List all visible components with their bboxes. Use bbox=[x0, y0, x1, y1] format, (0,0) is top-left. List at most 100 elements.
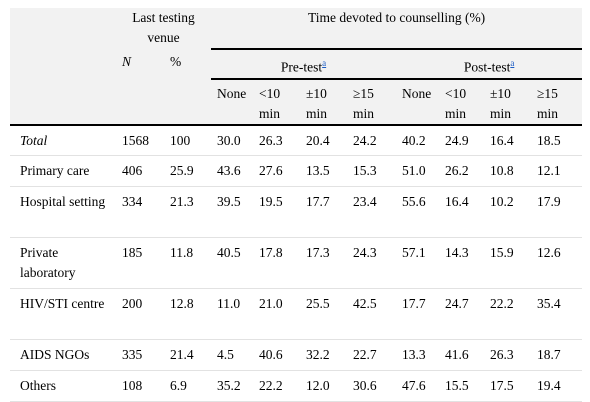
cell-pre-ge15: 24.2 bbox=[347, 124, 397, 156]
cell-pre-lt10: 26.3 bbox=[253, 124, 301, 156]
cell-post-lt10: 26.2 bbox=[439, 155, 485, 187]
cell-pre-lt10: 40.6 bbox=[253, 339, 301, 371]
pre-test-header: Pre-testa bbox=[211, 49, 397, 80]
cell-pre-ge15: 15.3 bbox=[347, 155, 397, 187]
cell-pre-pm10: 12.0 bbox=[300, 370, 348, 402]
row-label: AIDS NGOs bbox=[10, 339, 116, 371]
pre-none-header: None bbox=[211, 78, 254, 126]
cell-post-pm10: 15.9 bbox=[484, 237, 532, 289]
cell-post-lt10: 15.5 bbox=[439, 370, 485, 402]
cell-pre-lt10: 19.5 bbox=[253, 186, 301, 238]
cell-post-lt10: 16.4 bbox=[439, 186, 485, 238]
cell-pct: 11.8 bbox=[164, 237, 212, 289]
cell-pre-pm10: 20.4 bbox=[300, 124, 348, 156]
cell-post-ge15: 12.6 bbox=[531, 237, 583, 289]
cell-pre-lt10: 21.0 bbox=[253, 288, 301, 340]
cell-pre-ge15: 23.4 bbox=[347, 186, 397, 238]
cell-pre-none: 4.5 bbox=[211, 339, 254, 371]
time-header: Time devoted to counselling (%) bbox=[211, 8, 583, 50]
cell-post-lt10: 14.3 bbox=[439, 237, 485, 289]
cell-pre-ge15: 42.5 bbox=[347, 288, 397, 340]
post-lt10-header: <10 min bbox=[439, 78, 485, 126]
post-test-header: Post-testa bbox=[396, 49, 583, 80]
cell-pre-none: 11.0 bbox=[211, 288, 254, 340]
cell-pre-ge15: 22.7 bbox=[347, 339, 397, 371]
cell-pre-none: 35.2 bbox=[211, 370, 254, 402]
cell-post-ge15: 12.1 bbox=[531, 155, 583, 187]
row-label: Total bbox=[10, 124, 116, 156]
pre-lt10-header: <10 min bbox=[253, 78, 301, 126]
cell-n: 406 bbox=[116, 155, 164, 187]
cell-post-pm10: 10.8 bbox=[484, 155, 532, 187]
cell-post-none: 17.7 bbox=[396, 288, 440, 340]
cell-post-pm10: 22.2 bbox=[484, 288, 532, 340]
post-test-footnote-link[interactable]: a bbox=[510, 58, 515, 68]
table-row: AIDS NGOs 335 21.4 4.5 40.6 32.2 22.7 13.3 41.6 2… bbox=[10, 339, 583, 371]
header-corner bbox=[10, 8, 116, 126]
cell-pre-pm10: 13.5 bbox=[300, 155, 348, 187]
pre-test-label: Pre-test bbox=[280, 59, 323, 75]
cell-post-pm10: 26.3 bbox=[484, 339, 532, 371]
n-header: N bbox=[116, 49, 164, 126]
cell-post-none: 51.0 bbox=[396, 155, 440, 187]
counselling-table: Last testing venue Time devoted to couns… bbox=[10, 8, 583, 402]
pct-header: % bbox=[164, 49, 212, 126]
cell-n: 200 bbox=[116, 288, 164, 340]
table-row: Hospital setting 334 21.3 39.5 19.5 17.7 23.4 5… bbox=[10, 186, 583, 238]
cell-post-ge15: 19.4 bbox=[531, 370, 583, 402]
cell-pre-none: 40.5 bbox=[211, 237, 254, 289]
cell-pct: 25.9 bbox=[164, 155, 212, 187]
cell-pre-none: 39.5 bbox=[211, 186, 254, 238]
cell-post-none: 47.6 bbox=[396, 370, 440, 402]
post-ge15-header: ≥15 min bbox=[531, 78, 583, 126]
cell-post-none: 13.3 bbox=[396, 339, 440, 371]
cell-pre-lt10: 17.8 bbox=[253, 237, 301, 289]
cell-post-pm10: 16.4 bbox=[484, 124, 532, 156]
cell-pct: 6.9 bbox=[164, 370, 212, 402]
cell-post-pm10: 10.2 bbox=[484, 186, 532, 238]
cell-pre-ge15: 30.6 bbox=[347, 370, 397, 402]
row-label: Others bbox=[10, 370, 116, 402]
cell-post-lt10: 24.7 bbox=[439, 288, 485, 340]
cell-post-pm10: 17.5 bbox=[484, 370, 532, 402]
cell-pre-lt10: 27.6 bbox=[253, 155, 301, 187]
cell-post-lt10: 24.9 bbox=[439, 124, 485, 156]
cell-pre-none: 43.6 bbox=[211, 155, 254, 187]
pre-ge15-header: ≥15 min bbox=[347, 78, 397, 126]
post-test-label: Post-test bbox=[463, 59, 511, 75]
cell-pre-pm10: 17.3 bbox=[300, 237, 348, 289]
row-label: Private laboratory bbox=[10, 237, 116, 289]
cell-pre-pm10: 25.5 bbox=[300, 288, 348, 340]
cell-post-none: 55.6 bbox=[396, 186, 440, 238]
cell-n: 335 bbox=[116, 339, 164, 371]
pre-pm10-header: ±10 min bbox=[300, 78, 348, 126]
cell-pre-lt10: 22.2 bbox=[253, 370, 301, 402]
cell-n: 334 bbox=[116, 186, 164, 238]
cell-pre-pm10: 17.7 bbox=[300, 186, 348, 238]
row-label: Hospital setting bbox=[10, 186, 116, 238]
cell-pre-none: 30.0 bbox=[211, 124, 254, 156]
post-none-header: None bbox=[396, 78, 440, 126]
cell-post-ge15: 18.5 bbox=[531, 124, 583, 156]
cell-post-ge15: 35.4 bbox=[531, 288, 583, 340]
table-row: HIV/STI centre 200 12.8 11.0 21.0 25.5 42.5 17.… bbox=[10, 288, 583, 340]
cell-pct: 21.3 bbox=[164, 186, 212, 238]
cell-pct: 12.8 bbox=[164, 288, 212, 340]
cell-n: 185 bbox=[116, 237, 164, 289]
cell-post-lt10: 41.6 bbox=[439, 339, 485, 371]
cell-post-none: 40.2 bbox=[396, 124, 440, 156]
cell-pct: 100 bbox=[164, 124, 212, 156]
cell-n: 1568 bbox=[116, 124, 164, 156]
cell-pre-ge15: 24.3 bbox=[347, 237, 397, 289]
cell-n: 108 bbox=[116, 370, 164, 402]
cell-pct: 21.4 bbox=[164, 339, 212, 371]
cell-pre-pm10: 32.2 bbox=[300, 339, 348, 371]
row-label: Primary care bbox=[10, 155, 116, 187]
table-row: Others 108 6.9 35.2 22.2 12.0 30.6 47.6 15.5 17.5… bbox=[10, 370, 583, 402]
table-row: Primary care 406 25.9 43.6 27.6 13.5 15.3 51.0 2… bbox=[10, 155, 583, 187]
pre-test-footnote-link[interactable]: a bbox=[322, 58, 327, 68]
row-label: HIV/STI centre bbox=[10, 288, 116, 340]
post-pm10-header: ±10 min bbox=[484, 78, 532, 126]
venue-header: Last testing venue bbox=[132, 10, 195, 45]
table-row: Private laboratory 185 11.8 40.5 17.8 17.3 24.… bbox=[10, 237, 583, 289]
